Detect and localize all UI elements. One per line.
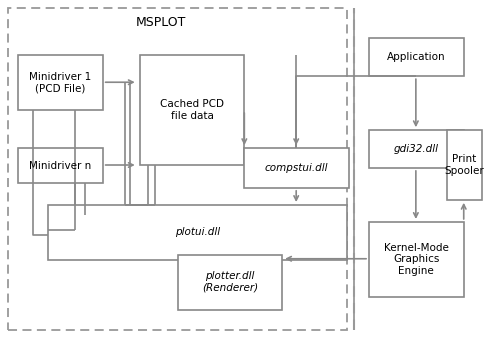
- Text: Application: Application: [387, 52, 446, 62]
- Bar: [18, 55, 102, 110]
- Bar: [8, 8, 347, 330]
- Text: plotui.dll: plotui.dll: [175, 227, 220, 237]
- Text: gdi32.dll: gdi32.dll: [394, 144, 439, 154]
- Bar: [48, 205, 347, 260]
- Bar: [18, 148, 102, 183]
- Text: Cached PCD
file data: Cached PCD file data: [160, 99, 224, 121]
- Bar: [244, 148, 349, 188]
- Text: Kernel-Mode
Graphics
Engine: Kernel-Mode Graphics Engine: [384, 243, 449, 276]
- Text: compstui.dll: compstui.dll: [265, 163, 328, 173]
- Bar: [178, 255, 282, 310]
- Text: MSPLOT: MSPLOT: [135, 16, 186, 29]
- Text: Minidriver n: Minidriver n: [29, 161, 91, 170]
- Bar: [140, 55, 244, 165]
- Bar: [369, 222, 464, 297]
- Bar: [447, 130, 482, 200]
- Text: plotter.dll
(Renderer): plotter.dll (Renderer): [202, 271, 258, 293]
- Bar: [369, 38, 464, 76]
- Text: Print
Spooler: Print Spooler: [445, 154, 484, 176]
- Bar: [369, 130, 464, 168]
- Text: Minidriver 1
(PCD File): Minidriver 1 (PCD File): [29, 72, 91, 94]
